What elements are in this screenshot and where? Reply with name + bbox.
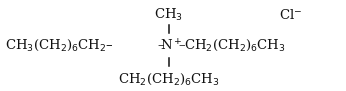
Text: CH$_2$(CH$_2$)$_6$CH$_3$: CH$_2$(CH$_2$)$_6$CH$_3$ (184, 38, 286, 53)
Text: Cl$^{-}$: Cl$^{-}$ (279, 8, 302, 22)
Text: –: – (179, 39, 185, 52)
Text: CH$_3$(CH$_2$)$_6$CH$_2$–: CH$_3$(CH$_2$)$_6$CH$_2$– (5, 38, 114, 53)
Text: CH$_2$(CH$_2$)$_6$CH$_3$: CH$_2$(CH$_2$)$_6$CH$_3$ (118, 72, 219, 87)
Text: N$^+$: N$^+$ (161, 38, 183, 53)
Text: –: – (158, 39, 164, 52)
Text: CH$_3$: CH$_3$ (154, 7, 183, 23)
